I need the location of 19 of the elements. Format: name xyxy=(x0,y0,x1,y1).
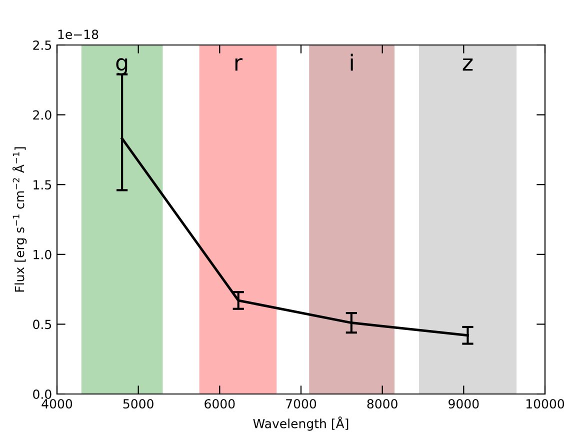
y-tick-label: 0.0 xyxy=(33,389,52,399)
y-tick-label: 2.5 xyxy=(33,40,52,50)
band-label: i xyxy=(350,54,353,71)
text: 1e−18 xyxy=(58,30,98,40)
y-tick-label: 0.5 xyxy=(33,320,52,330)
x-tick-label: 5000 xyxy=(123,399,154,409)
x-tick-label: 4000 xyxy=(42,399,72,409)
band-label: z xyxy=(462,58,473,71)
x-tick-label: 6000 xyxy=(204,399,235,409)
y-tick-label: 1.5 xyxy=(34,180,52,190)
y-tick-label: 2.0 xyxy=(33,110,52,120)
x-tick-label: 8000 xyxy=(367,399,398,409)
x-tick-label: 10000 xyxy=(526,399,564,409)
y-axis-title: Flux [erg s$^{−1}$ cm$^{−2}$ Å$^{−1}$] xyxy=(12,147,27,292)
band-label: r xyxy=(235,58,243,71)
x-axis-title: Wavelength [Å] xyxy=(253,416,348,431)
x-tick-label: 9000 xyxy=(448,399,479,409)
y-tick-label: 1.0 xyxy=(34,250,52,260)
x-tick-label: 7000 xyxy=(286,399,316,409)
